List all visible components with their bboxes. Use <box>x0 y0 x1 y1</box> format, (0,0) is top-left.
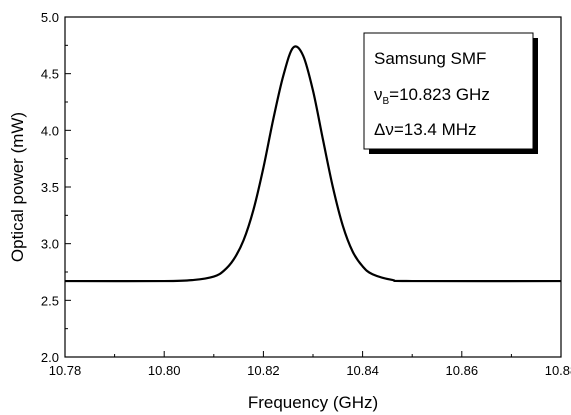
linewidth-value: =13.4 MHz <box>394 120 477 139</box>
x-tick-label: 10.78 <box>49 363 82 378</box>
annotation-box-frame <box>363 32 534 150</box>
y-axis-ticks: 2.0 2.5 3.0 3.5 4.0 4.5 5.0 <box>41 10 71 365</box>
x-tick-label: 10.82 <box>247 363 280 378</box>
subscript-b: B <box>383 96 390 107</box>
annotation-line-brillouin-frequency: νB=10.823 GHz <box>374 85 490 107</box>
series-line-optical-power <box>64 45 562 283</box>
x-axis-ticks: 10.78 10.80 10.82 10.84 10.86 10.88 <box>49 351 571 378</box>
nu-symbol: ν <box>374 85 383 104</box>
x-tick-label: 10.88 <box>545 363 571 378</box>
y-tick-label: 2.0 <box>41 350 59 365</box>
brillouin-frequency-value: =10.823 GHz <box>389 85 490 104</box>
y-tick-label: 3.5 <box>41 180 59 195</box>
annotation-line-fiber: Samsung SMF <box>374 49 486 68</box>
y-tick-label: 3.0 <box>41 237 59 252</box>
delta-nu-symbol: Δν <box>374 120 394 139</box>
x-tick-label: 10.80 <box>148 363 181 378</box>
x-axis-label: Frequency (GHz) <box>248 393 378 412</box>
y-tick-label: 2.5 <box>41 293 59 308</box>
annotation-line-linewidth: Δν=13.4 MHz <box>374 120 477 139</box>
annotation-box: Samsung SMF νB=10.823 GHz Δν=13.4 MHz <box>363 32 538 154</box>
y-tick-label: 4.0 <box>41 123 59 138</box>
y-tick-label: 5.0 <box>41 10 59 25</box>
x-tick-label: 10.84 <box>346 363 379 378</box>
x-tick-label: 10.86 <box>446 363 479 378</box>
y-axis-label: Optical power (mW) <box>8 112 27 262</box>
y-tick-label: 4.5 <box>41 67 59 82</box>
